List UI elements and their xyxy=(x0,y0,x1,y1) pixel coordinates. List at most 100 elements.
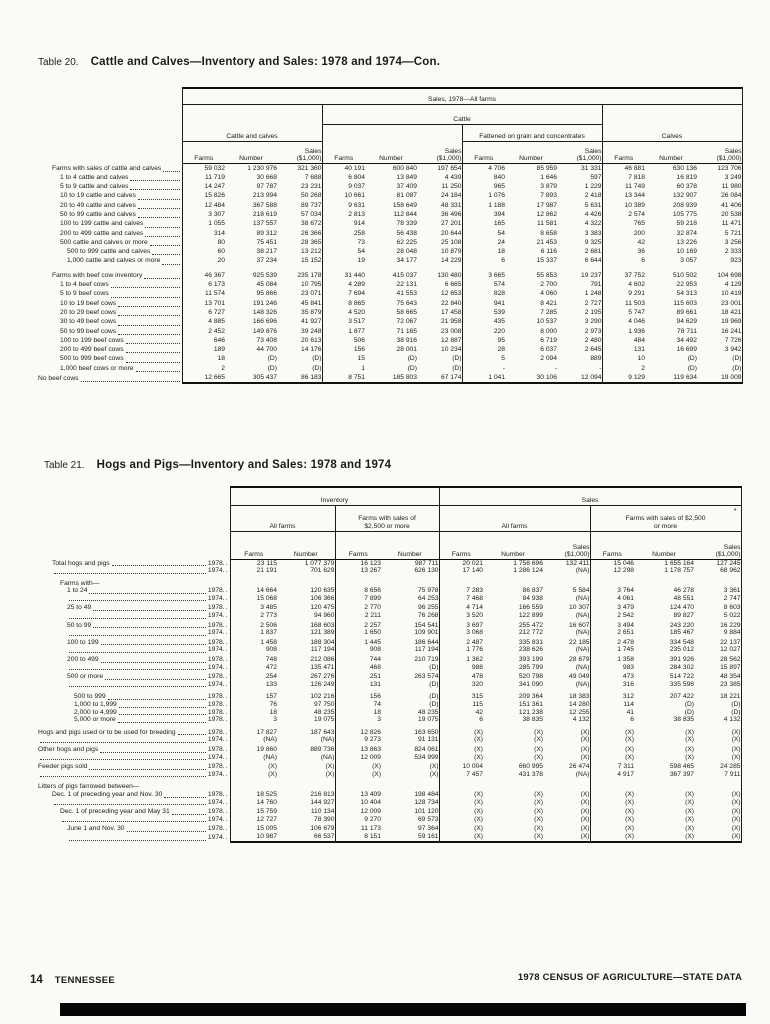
table-cell: 3 517 xyxy=(348,318,365,326)
table-cell: 1 248 xyxy=(557,289,603,299)
row-label: 10 to 19 beef cows xyxy=(30,299,182,308)
year-label: 1978 xyxy=(208,587,230,595)
year-label: 1978 xyxy=(208,701,230,709)
table-row: 100 to 199 cattle and calves 1 055 137 557… xyxy=(30,219,743,229)
dot-leader xyxy=(163,170,180,172)
table-cell: (X) xyxy=(277,761,336,771)
table-cell: 285 799 xyxy=(518,663,544,671)
dot-leader xyxy=(111,565,206,567)
table-cell: 58 665 xyxy=(396,308,417,316)
table-cell: 12 094 xyxy=(557,373,603,385)
table-cell: 2 195 xyxy=(557,307,603,318)
table-cell: 76 268 xyxy=(381,612,440,620)
table-cell: 126 249 xyxy=(277,680,336,689)
table-cell: 168 603 xyxy=(277,619,336,630)
table-cell: 2 452 xyxy=(181,326,225,336)
dot-leader xyxy=(144,278,180,280)
header-cell: Cattle xyxy=(322,104,603,125)
table-cell: 2 574 xyxy=(628,210,645,218)
table-cell: (X) xyxy=(694,815,742,824)
table-cell: 7 911 xyxy=(694,770,742,779)
table-cell: 5 747 xyxy=(628,308,645,316)
table-cell: 514 722 xyxy=(669,673,695,681)
table-cell: 131 xyxy=(369,680,381,688)
table-cell: 2 651 xyxy=(617,629,635,637)
table-cell: (X) xyxy=(543,806,591,816)
table-cell: 2 747 xyxy=(694,594,742,603)
table-cell: 18 xyxy=(181,354,225,364)
table-cell: 121 389 xyxy=(277,629,336,637)
table-cell: 7 899 xyxy=(364,594,381,602)
table-cell: - xyxy=(502,364,505,372)
table-cell xyxy=(381,778,440,791)
table-cell: 2 727 xyxy=(557,298,603,308)
table-cell: (X) xyxy=(694,823,742,833)
year-label: 1978 xyxy=(208,763,230,771)
table-cell: 137 557 xyxy=(252,220,277,228)
table-cell: 46 881 xyxy=(624,164,645,172)
table-cell: 824 061 xyxy=(381,743,440,754)
table-cell: 12 027 xyxy=(694,646,742,655)
table-cell: (NA) xyxy=(543,629,591,637)
table-cell: 7 694 xyxy=(348,290,365,298)
table-cell xyxy=(439,778,483,791)
table-cell: 22 185 xyxy=(543,636,591,647)
table-cell: 124 470 xyxy=(669,604,695,612)
table-cell: 243 220 xyxy=(669,621,695,629)
table-cell: (NA) xyxy=(543,680,591,689)
table-cell: 15 068 xyxy=(229,594,277,603)
table-cell: 12 653 xyxy=(417,289,463,299)
table-cell: 1 936 xyxy=(628,327,645,335)
table-cell: 78 711 xyxy=(677,327,697,335)
table-cell: 41 406 xyxy=(697,200,743,210)
table-cell: 15 826 xyxy=(181,191,225,201)
table-cell: 701 629 xyxy=(277,567,336,575)
dot-leader xyxy=(69,669,206,671)
table-cell: 1 077 379 xyxy=(277,559,336,568)
table-cell: 1 041 xyxy=(462,373,505,385)
table-cell: 42 xyxy=(637,238,645,246)
table-cell: (D) xyxy=(684,701,695,708)
table-cell: (X) xyxy=(543,743,591,754)
table-cell: 188 304 xyxy=(277,636,336,647)
table-21: Inventory Sales All farms Farms with sales … xyxy=(30,486,742,843)
row-label: 1974 xyxy=(30,816,230,824)
row-label: Feeder pigs sold 1978 xyxy=(30,761,230,771)
table-cell: 2 xyxy=(641,364,645,372)
row-label: 2,000 to 4,999 1978 xyxy=(30,709,230,717)
table-cell: 102 216 xyxy=(277,688,336,701)
table-cell: 394 xyxy=(493,210,505,218)
year-label: 1974 xyxy=(208,771,230,779)
table-cell: 200 xyxy=(633,229,645,237)
table-cell: (X) xyxy=(474,808,484,816)
table-cell: (X) xyxy=(694,790,742,799)
table-cell: 54 313 xyxy=(676,290,697,298)
table-cell xyxy=(634,778,694,791)
table-cell: 263 574 xyxy=(381,671,440,681)
row-label: 200 to 499 beef cows xyxy=(30,345,182,354)
table-row: Farms with sales of cattle and calves 59 … xyxy=(30,163,743,173)
table21-title: Table 21. Hogs and Pigs—Inventory and Sal… xyxy=(44,455,391,473)
table-cell: 314 xyxy=(181,228,225,238)
table-cell: 209 364 xyxy=(518,693,544,701)
table-cell: 48 551 xyxy=(673,594,695,602)
table-cell: 41 553 xyxy=(396,290,417,298)
table-cell: 367 588 xyxy=(252,201,277,209)
table-cell: (X) xyxy=(534,728,544,736)
table-cell: 16 819 xyxy=(676,173,697,181)
table-cell: 284 302 xyxy=(669,663,695,671)
table-cell: (X) xyxy=(694,723,742,737)
table-cell: 5 721 xyxy=(697,228,743,238)
header-spacer xyxy=(30,487,230,559)
table-cell: 44 700 xyxy=(256,346,277,354)
table-cell: (X) xyxy=(625,736,635,744)
table20-number: Table 20. xyxy=(38,57,79,68)
table-cell: 1 229 xyxy=(557,182,603,192)
table-cell: 11 574 xyxy=(181,289,225,299)
dot-leader xyxy=(177,734,206,736)
table-cell: 1 188 xyxy=(488,201,505,209)
header-cell: Sales ($1,000) xyxy=(417,141,463,164)
